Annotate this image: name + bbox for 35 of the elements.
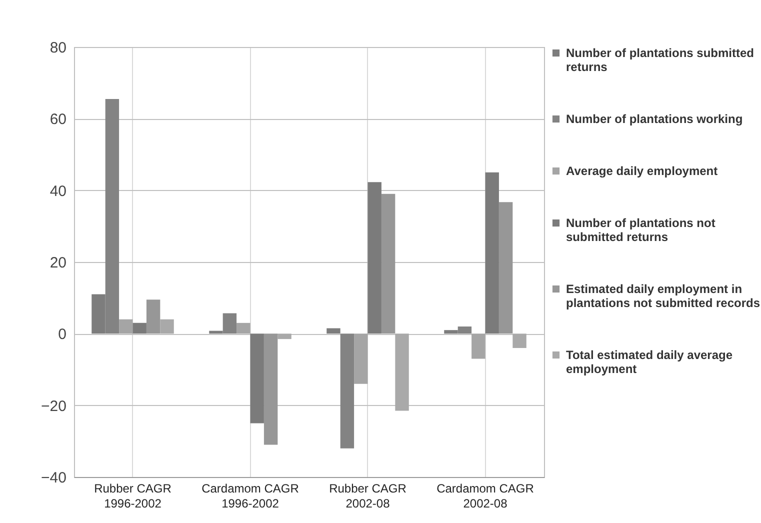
bar (236, 322, 250, 334)
bar (512, 334, 526, 348)
legend-label: Average daily employment (566, 164, 718, 178)
legend-label: Number of plantations working (566, 112, 743, 126)
legend-label: Estimated daily employment in plantations not submitted records (566, 282, 760, 310)
y-tick-label: −20 (41, 398, 66, 415)
x-tick-label: Cardamom CAGR 1996-2002 (202, 482, 300, 510)
bar (132, 322, 146, 334)
y-tick-label: 40 (50, 182, 66, 200)
bar (250, 334, 264, 424)
bar (368, 182, 382, 334)
bar (264, 334, 278, 445)
bar (354, 334, 368, 384)
legend-label: Number of plantations not submitted returns (566, 216, 716, 244)
y-tick-label: 80 (50, 40, 66, 56)
bar (381, 194, 396, 334)
bar (498, 202, 513, 334)
y-tick-label: 60 (50, 111, 66, 128)
x-tick-label: Cardamom CAGR 2002-08 (436, 482, 534, 510)
bar (340, 334, 354, 448)
bar (146, 300, 160, 334)
x-tick-label: Rubber CAGR 2002-08 (329, 482, 407, 510)
bar (326, 328, 340, 334)
bar (472, 334, 486, 359)
bar (160, 319, 174, 334)
y-tick-label: 20 (50, 254, 66, 272)
legend-label: Number of plantations submitted returns (566, 46, 754, 74)
y-tick-label: 0 (58, 326, 66, 344)
legend-label: Total estimated daily average employment (566, 348, 733, 376)
x-tick-label: Rubber CAGR 1996-2002 (94, 482, 172, 510)
bar (395, 334, 409, 411)
bar (485, 172, 499, 334)
bar (278, 334, 292, 340)
y-tick-label: −40 (41, 470, 66, 486)
bar (119, 319, 133, 334)
